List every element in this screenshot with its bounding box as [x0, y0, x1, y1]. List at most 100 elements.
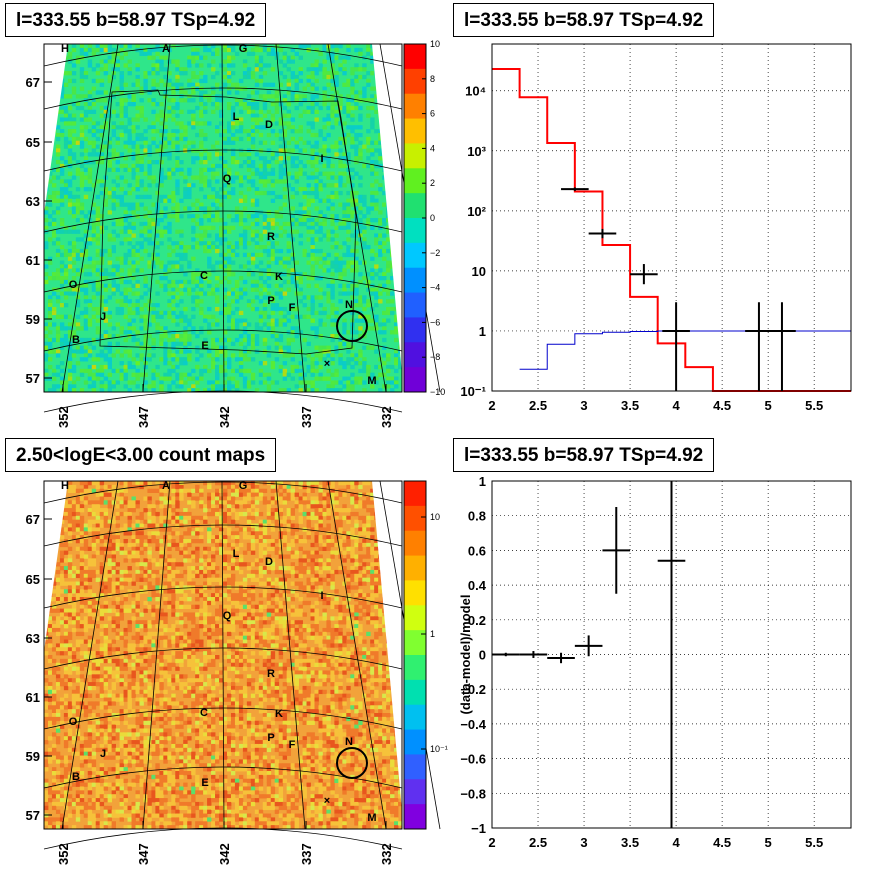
longitude-line	[221, 480, 225, 830]
colorbar-frame	[403, 480, 427, 830]
colorbar-segment	[404, 242, 426, 269]
colorbar-segment	[404, 367, 426, 393]
source-label: Q	[223, 610, 232, 622]
count-map-corner-left	[44, 481, 68, 651]
y-axis-label: (data-model)/model	[458, 595, 473, 715]
spectrum-plot: 2 2.5 3 3.5 4 4.5 5 5.5 10⁻¹ 1 10 10² 10³ 10⁴	[460, 43, 852, 413]
colorbar-segment	[404, 292, 426, 318]
residual-map-corner-left	[44, 44, 68, 214]
source-label: I	[320, 153, 323, 165]
latitude-tick-label: 57	[26, 808, 40, 823]
source-label: G	[239, 43, 248, 55]
colorbar-frame	[403, 43, 427, 393]
y-tick-label: 10⁻¹	[460, 384, 486, 399]
colorbar-segment	[404, 555, 426, 581]
x-tick-label: 2.5	[529, 835, 547, 850]
residual-frame	[491, 480, 852, 829]
source-label: B	[72, 334, 80, 346]
colorbar-segment	[404, 93, 426, 120]
colorbar-tick-label: 6	[430, 109, 435, 119]
latitude-tick-label: 65	[26, 572, 40, 587]
source-label: H	[61, 480, 69, 492]
colorbar-segment	[404, 481, 426, 507]
tr-panel-title: l=333.55 b=58.97 TSp=4.92	[453, 3, 715, 37]
colorbar-segment	[404, 44, 426, 70]
y-tick-label: −0.6	[460, 752, 486, 767]
residual-sky-map: H A G L D I Q R C K O J P F N B E M × 67 65 63 61 59 57 352 347 342…	[26, 39, 446, 428]
colorbar-segment	[404, 218, 426, 244]
colorbar-tick-label: −10	[430, 387, 445, 397]
colorbar-segment	[404, 605, 426, 631]
exposure-contour	[99, 89, 357, 355]
longitude-line	[142, 43, 171, 393]
longitude-tick-label: 347	[136, 843, 151, 865]
source-label: P	[267, 295, 274, 307]
x-tick-label: 3.5	[621, 835, 639, 850]
longitude-tick-label: 342	[217, 843, 232, 865]
colorbar-tick-label: 10	[430, 39, 440, 49]
source-label: R	[267, 668, 275, 680]
tl-panel-title: l=333.55 b=58.97 TSp=4.92	[5, 3, 267, 37]
colorbar-tick-label: −6	[430, 317, 440, 327]
latitude-tick-label: 67	[26, 75, 40, 90]
x-tick-label: 5	[765, 835, 772, 850]
source-label: Q	[223, 173, 232, 185]
y-tick-label: 10³	[467, 144, 486, 159]
x-tick-label: 3	[580, 398, 587, 413]
model-source-histogram	[519, 330, 851, 370]
colorbar-segment	[404, 143, 426, 169]
colorbar-segment	[404, 342, 426, 368]
y-tick-label: −1	[471, 821, 486, 836]
longitude-line	[327, 480, 387, 830]
latitude-tick-label: 63	[26, 194, 40, 209]
colorbar-segment	[404, 193, 426, 219]
source-label: H	[61, 43, 69, 55]
residual-map-frame	[43, 43, 403, 393]
longitude-tick-label: 352	[56, 406, 71, 428]
source-label: A	[162, 43, 170, 55]
longitude-line	[221, 43, 225, 393]
x-tick-label: 4	[672, 835, 680, 850]
bl-panel-title: 2.50<logE<3.00 count maps	[5, 438, 277, 472]
spectrum-plot-area	[492, 44, 851, 391]
source-label: A	[162, 480, 170, 492]
count-map-pixels	[44, 481, 403, 830]
source-label: D	[265, 556, 273, 568]
position-marker: ×	[324, 795, 330, 807]
roi-circle	[336, 310, 368, 342]
source-label: F	[289, 302, 296, 314]
colorbar-tick-label: 4	[430, 143, 435, 153]
latitude-tick-label: 57	[26, 371, 40, 386]
spectrum-frame	[491, 43, 852, 392]
source-label: L	[233, 548, 240, 560]
source-label: N	[345, 299, 353, 311]
latitude-tick-label: 61	[26, 253, 40, 268]
latitude-line	[43, 390, 403, 413]
colorbar-tick-label: 0	[430, 213, 435, 223]
longitude-line	[61, 43, 119, 393]
source-label: E	[201, 340, 208, 352]
colorbar-segment	[404, 704, 426, 731]
longitude-line	[142, 480, 171, 830]
x-tick-label: 5	[765, 398, 772, 413]
source-label: C	[200, 270, 208, 282]
latitude-line	[43, 44, 403, 67]
source-label: B	[72, 771, 80, 783]
longitude-line	[61, 480, 119, 830]
source-label: P	[267, 732, 274, 744]
source-label: N	[345, 736, 353, 748]
source-label: J	[100, 748, 106, 760]
count-sky-map: H A G L D I Q R C K O J P F N B E M × 67 65 63 61 59 57 352 347 342…	[26, 480, 448, 865]
source-label: D	[265, 119, 273, 131]
colorbar-segment	[404, 267, 426, 294]
y-tick-label: −0.4	[460, 717, 486, 732]
colorbar-tick-label: 2	[430, 178, 435, 188]
latitude-tick-label: 65	[26, 135, 40, 150]
colorbar-tick-label: −4	[430, 283, 440, 293]
colorbar-segment	[404, 118, 426, 144]
y-tick-label: 0.2	[468, 613, 486, 628]
colorbar-segment	[404, 630, 426, 656]
roi-circle	[336, 747, 368, 779]
source-label: R	[267, 231, 275, 243]
colorbar-segment	[404, 679, 426, 706]
